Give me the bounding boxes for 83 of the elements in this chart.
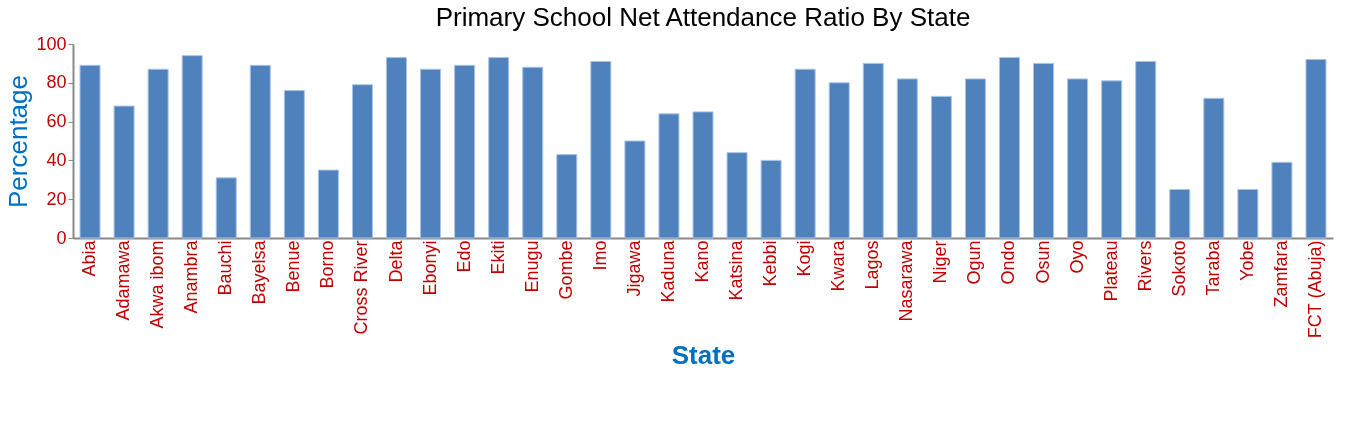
x-tick-label: Ogun — [964, 240, 985, 285]
x-tick-label: Gombe — [555, 240, 576, 300]
bar — [522, 66, 544, 239]
x-tick-label: FCT (Abuja) — [1304, 240, 1325, 339]
bar — [283, 90, 305, 239]
x-tick-label: Bauchi — [215, 240, 236, 296]
bar — [862, 62, 884, 239]
y-tick-label: 80 — [46, 72, 67, 93]
x-axis-title: State — [671, 339, 736, 370]
x-tick-label: Delta — [385, 239, 406, 283]
bar — [488, 57, 510, 239]
bar — [1271, 161, 1293, 239]
y-axis-title: Percentage — [3, 75, 34, 208]
x-tick-label: Kaduna — [657, 239, 678, 303]
bar — [964, 78, 986, 239]
x-tick-label: Jigawa — [623, 239, 644, 297]
x-tick-label: Borno — [317, 240, 338, 289]
bar — [249, 64, 271, 239]
x-tick-label: Bayelsa — [249, 239, 270, 305]
bar — [181, 55, 203, 239]
bar — [726, 152, 748, 239]
bar — [590, 60, 612, 239]
x-tick-label: Kogi — [794, 240, 815, 277]
bar — [1237, 189, 1259, 239]
bar — [386, 57, 408, 239]
bar — [1067, 78, 1089, 239]
bar — [624, 140, 646, 239]
y-tick-label: 60 — [46, 111, 67, 132]
bar — [1033, 62, 1055, 239]
bar — [692, 111, 714, 239]
x-tick-label: Ekiti — [487, 240, 508, 275]
bar — [351, 84, 373, 239]
bar — [998, 57, 1020, 239]
x-tick-label: Lagos — [862, 240, 883, 290]
x-tick-label: Rivers — [1134, 240, 1155, 292]
x-tick-label: Kwara — [828, 239, 849, 292]
bar — [828, 82, 850, 239]
x-tick-label: Abia — [79, 239, 100, 277]
x-tick-label: Imo — [589, 240, 610, 271]
x-tick-label: Akwa ibom — [147, 240, 168, 329]
x-tick-label: Ebonyi — [419, 240, 440, 296]
x-tick-label: Sokoto — [1168, 240, 1189, 297]
y-tick-label: 100 — [36, 33, 67, 54]
bar — [1305, 59, 1327, 239]
bar — [317, 169, 339, 239]
x-tick-label: Plateau — [1100, 240, 1121, 302]
x-tick-label: Cross River — [351, 240, 372, 335]
bar — [147, 68, 169, 239]
bar — [420, 68, 442, 239]
x-tick-label: Edo — [453, 240, 474, 273]
bar — [79, 64, 101, 239]
bar — [1203, 97, 1225, 239]
bar — [215, 177, 237, 239]
x-tick-label: Zamfara — [1270, 239, 1291, 308]
x-tick-label: Katsina — [726, 239, 747, 301]
bar — [930, 95, 952, 239]
y-tick-label: 0 — [56, 227, 67, 248]
bar — [658, 113, 680, 239]
bar — [1135, 60, 1157, 239]
x-tick-label: Oyo — [1066, 240, 1087, 274]
bar — [454, 64, 476, 239]
bar — [1169, 189, 1191, 239]
x-tick-label: Osun — [1032, 240, 1053, 284]
x-tick-label: Kano — [692, 240, 712, 283]
x-tick-label: Kebbi — [760, 240, 781, 287]
bar — [556, 154, 578, 239]
x-tick-label: Enugu — [521, 240, 542, 293]
y-tick-label: 20 — [46, 188, 67, 209]
x-tick-label: Niger — [930, 240, 951, 284]
bar — [113, 105, 135, 239]
x-tick-label: Adamawa — [113, 239, 134, 321]
x-tick-label: Benue — [283, 240, 304, 293]
bar — [794, 68, 816, 239]
x-tick-label: Ondo — [998, 240, 1019, 285]
y-tick-label: 40 — [46, 149, 67, 170]
bar — [1101, 80, 1123, 239]
x-tick-label: Nasarawa — [896, 239, 917, 322]
x-tick-label: Anambra — [181, 239, 202, 314]
chart-title: Primary School Net Attendance Ratio By State — [435, 2, 971, 32]
x-tick-label: Taraba — [1202, 239, 1223, 296]
bar — [896, 78, 918, 239]
bar — [760, 159, 782, 239]
x-tick-label: Yobe — [1236, 240, 1257, 281]
